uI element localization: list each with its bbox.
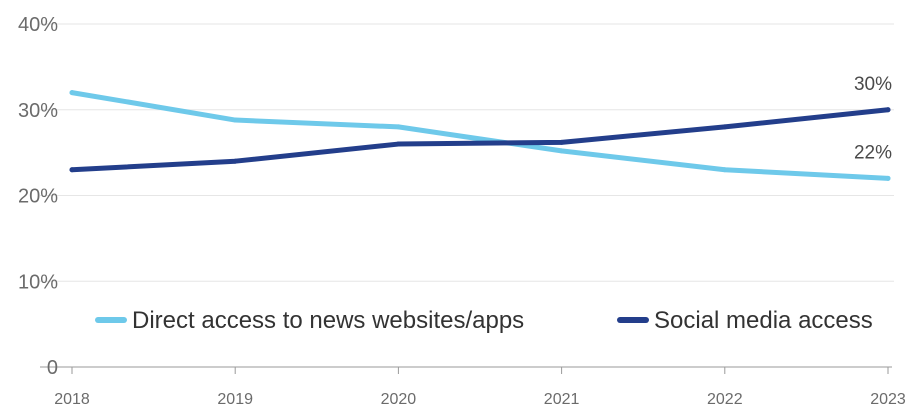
x-tick-label: 2020	[381, 391, 417, 408]
series-line-2	[69, 107, 891, 173]
x-tick-label: 2021	[544, 391, 580, 408]
x-tick-label: 2019	[217, 391, 253, 408]
gridlines	[40, 23, 894, 282]
data-point	[69, 90, 75, 96]
data-point	[885, 175, 891, 181]
legend-label: Direct access to news websites/apps	[132, 307, 524, 334]
y-tick-label: 40%	[18, 14, 58, 36]
y-tick-label: 20%	[18, 186, 58, 208]
data-point	[559, 139, 565, 145]
y-tick-label: 0	[47, 357, 58, 379]
y-tick-label: 10%	[18, 271, 58, 293]
y-tick-label: 30%	[18, 100, 58, 122]
data-point	[232, 117, 238, 123]
data-point	[69, 167, 75, 173]
x-tick-label: 2018	[54, 391, 90, 408]
data-point	[559, 148, 565, 154]
data-point	[395, 141, 401, 147]
data-point	[885, 107, 891, 113]
series-line-1	[69, 90, 891, 181]
data-point	[395, 124, 401, 130]
data-point	[232, 158, 238, 164]
x-axis-tick-labels: 2018 2019 2020 2021 2022 2023	[54, 391, 906, 408]
series-lines	[69, 90, 891, 181]
data-point	[722, 167, 728, 173]
legend: Direct access to news websites/apps Socia…	[95, 307, 873, 334]
end-value-label: 22%	[854, 142, 892, 163]
data-point	[722, 124, 728, 130]
data-labels: 22% 30%	[854, 74, 892, 164]
x-tick-label: 2023	[870, 391, 906, 408]
end-value-label: 30%	[854, 74, 892, 95]
y-axis-tick-labels: 0 10% 20% 30% 40%	[18, 14, 58, 379]
x-axis	[40, 366, 892, 374]
x-tick-label: 2022	[707, 391, 743, 408]
legend-label: Social media access	[654, 307, 873, 334]
